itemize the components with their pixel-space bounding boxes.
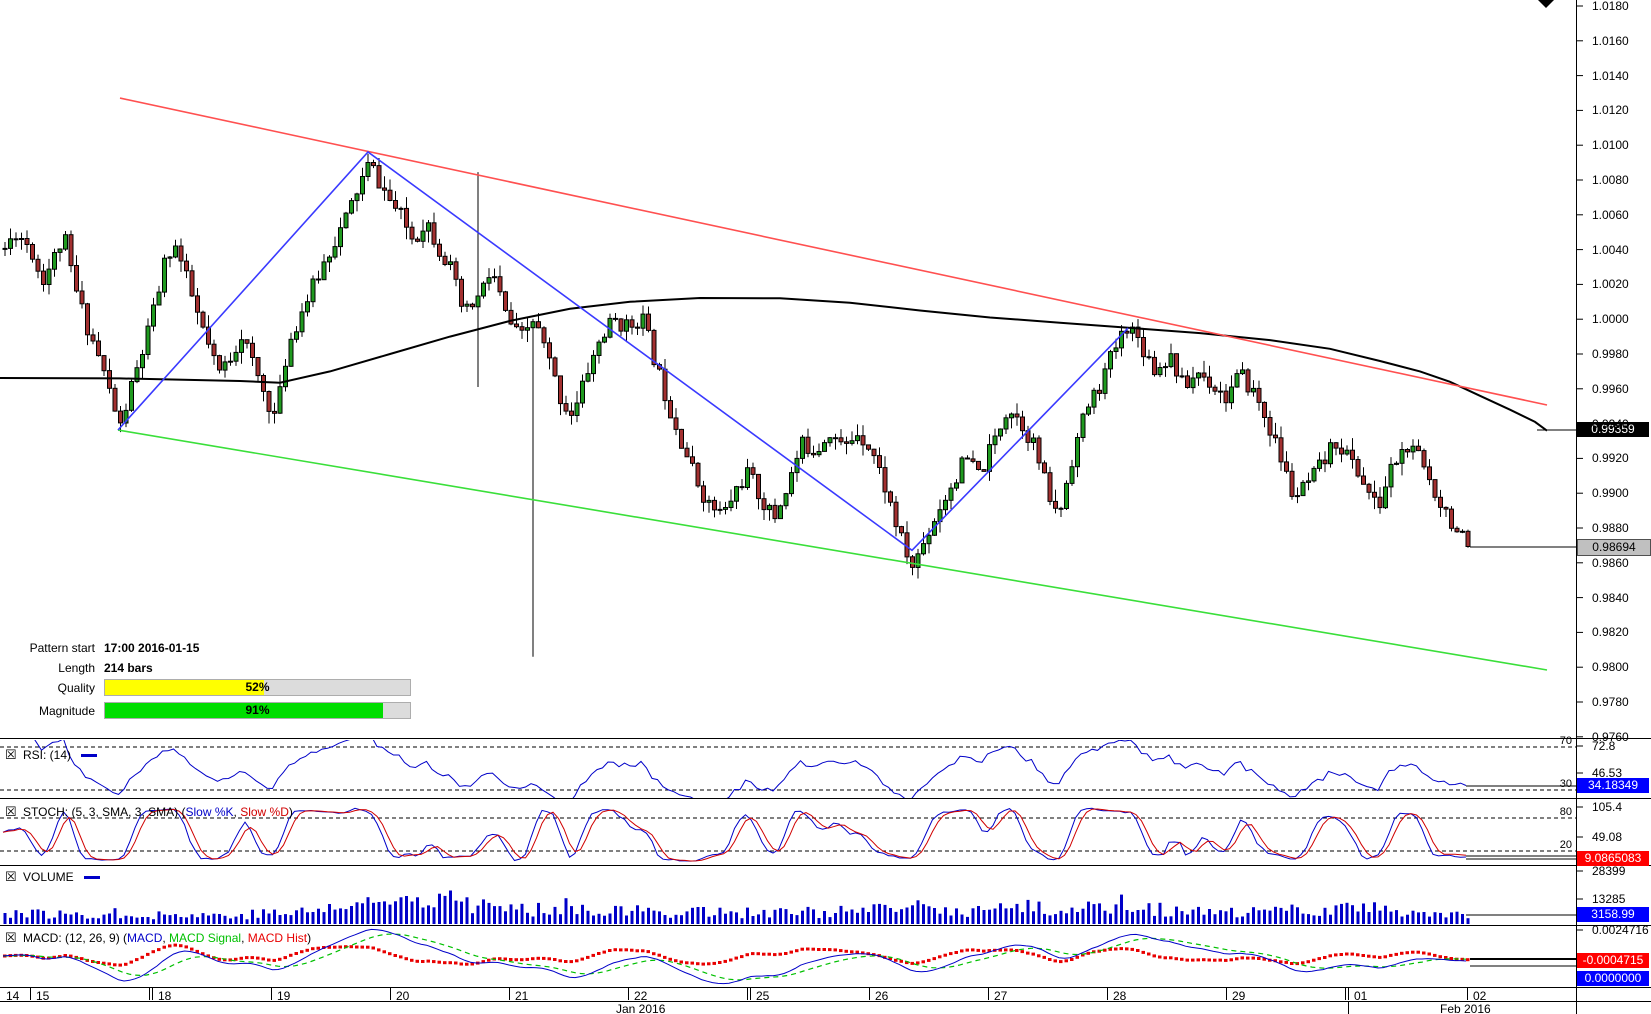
macd-value-box: -0.0004715 <box>1577 953 1649 968</box>
price-tick-label: 1.0120 <box>1592 103 1629 118</box>
date-day-label: 27 <box>994 989 1008 1003</box>
price-tick-label: 0.9840 <box>1592 590 1629 605</box>
stoch-legend-sep: , <box>233 805 241 819</box>
macd-line-legend: MACD <box>127 931 163 945</box>
date-day-label: 14 <box>6 989 20 1003</box>
stoch-slowd-legend: Slow %D <box>240 805 289 819</box>
rsi-pane-header: ☒ RSI: (14) <box>5 747 98 762</box>
macd-legend-close: ) <box>307 931 312 945</box>
date-month-label: Feb 2016 <box>1440 1002 1491 1014</box>
price-tick-label: 1.0000 <box>1592 312 1629 327</box>
price-tick-label: 0.9880 <box>1592 521 1629 535</box>
date-day-label: 15 <box>36 989 50 1003</box>
indicator-scale-label: 72.8 <box>1592 739 1616 753</box>
indicator-scale-label: 0.0024716 <box>1592 923 1649 937</box>
price-tick-label: 0.9960 <box>1592 381 1629 396</box>
stoch-slowk-legend: Slow %K <box>185 805 234 819</box>
volume-pane-title: VOLUME <box>23 870 74 884</box>
date-day-label: 19 <box>277 989 291 1003</box>
pattern-length-value: 214 bars <box>104 661 153 675</box>
price-tick-label: 0.9780 <box>1592 695 1629 709</box>
price-tick-label: 1.0180 <box>1592 0 1629 13</box>
macd-legend-sep2: , <box>241 931 248 945</box>
price-tick-label: 0.9920 <box>1592 451 1629 466</box>
price-tick-label: 1.0100 <box>1592 138 1629 153</box>
rsi-checkbox-icon[interactable]: ☒ <box>5 747 17 762</box>
indicator-scale-label: 105.4 <box>1592 800 1623 814</box>
macd-legend-sep1: , <box>162 931 170 945</box>
stoch-legend-close: ) <box>288 805 293 819</box>
macd-pane-header: ☒ MACD: (12, 26, 9) (MACD, MACD Signal, … <box>5 930 312 946</box>
indicator-scale-label: 49.08 <box>1592 830 1623 844</box>
pattern-length-label: Length <box>58 661 95 675</box>
date-day-label: 21 <box>515 989 529 1003</box>
macd-signal-legend: MACD Signal <box>169 931 242 945</box>
level-line-label: 80 <box>1559 806 1572 818</box>
volume-pane-header: ☒ VOLUME <box>5 869 101 884</box>
date-day-label: 18 <box>158 989 172 1003</box>
volume-checkbox-icon[interactable]: ☒ <box>5 869 17 884</box>
rsi-value-box: 34.18349 <box>1577 778 1649 793</box>
date-day-label: 26 <box>875 989 889 1003</box>
stoch-checkbox-icon[interactable]: ☒ <box>5 804 17 819</box>
magnitude-percent: 91% <box>245 703 270 717</box>
stoch-pane-header: ☒ STOCH: (5, 3, SMA, 3, SMA) (Slow %K, S… <box>5 804 293 820</box>
macd-signal-value-box: 0.0000000 <box>1577 971 1649 986</box>
date-day-label: 01 <box>1354 989 1368 1003</box>
volume-legend-line-icon <box>84 876 101 880</box>
quality-progressbar: 52% <box>104 679 411 696</box>
quality-label: Quality <box>57 681 95 695</box>
price-tick-label: 0.9980 <box>1592 347 1629 361</box>
macd-hist-legend: MACD Hist <box>247 931 308 945</box>
price-tick-label: 0.9940 <box>1592 416 1629 431</box>
magnitude-label: Magnitude <box>38 704 95 718</box>
indicator-scale-label: 13285 <box>1592 892 1626 906</box>
level-line-label: 20 <box>1559 839 1572 851</box>
pattern-start-value: 17:00 2016-01-15 <box>104 641 200 655</box>
pattern-start-label: Pattern start <box>29 641 95 655</box>
price-tick-label: 1.0040 <box>1592 242 1629 257</box>
level-line-label: 30 <box>1559 778 1572 790</box>
macd-pane-title: MACD: (12, 26, 9) ( <box>23 931 128 945</box>
price-tick-label: 0.9760 <box>1592 729 1629 744</box>
magnitude-progress-fill <box>105 703 383 718</box>
ma-price-box: 0.99359 <box>1577 422 1649 437</box>
level-line-label: 70 <box>1559 735 1572 747</box>
indicator-scale-label: 28399 <box>1592 864 1626 878</box>
price-tick-label: 1.0160 <box>1592 33 1629 48</box>
price-tick-label: 0.9900 <box>1592 486 1629 501</box>
date-day-label: 22 <box>634 989 648 1003</box>
date-month-label: Jan 2016 <box>616 1002 666 1014</box>
stoch-value-box: 9.0865083 <box>1577 851 1649 866</box>
price-tick-label: 0.9860 <box>1592 555 1629 570</box>
price-tick-label: 0.9800 <box>1592 660 1629 675</box>
volume-value-box: 3158.99 <box>1577 907 1649 922</box>
rsi-legend-line-icon <box>81 754 98 758</box>
date-day-label: 28 <box>1113 989 1127 1003</box>
date-day-label: 29 <box>1232 989 1246 1003</box>
magnitude-progressbar: 91% <box>104 702 411 719</box>
rsi-pane-title: RSI: (14) <box>23 748 72 762</box>
stoch-pane-title: STOCH: (5, 3, SMA, 3, SMA) ( <box>23 805 186 819</box>
quality-percent: 52% <box>245 680 270 694</box>
price-tick-label: 1.0080 <box>1592 173 1629 187</box>
quality-progress-fill <box>105 680 264 695</box>
price-tick-label: 1.0140 <box>1592 68 1629 83</box>
indicator-scale-label: 46.53 <box>1592 766 1623 780</box>
date-day-label: 20 <box>396 989 410 1003</box>
price-tick-label: 1.0020 <box>1592 277 1629 292</box>
date-day-label: 02 <box>1473 989 1487 1003</box>
last-price-box: 0.98694 <box>1577 539 1651 556</box>
price-tick-label: 1.0060 <box>1592 207 1629 222</box>
scroll-end-marker-icon[interactable] <box>1538 0 1554 8</box>
price-tick-label: 0.9820 <box>1592 625 1629 640</box>
date-day-label: 25 <box>756 989 770 1003</box>
macd-checkbox-icon[interactable]: ☒ <box>5 930 17 945</box>
